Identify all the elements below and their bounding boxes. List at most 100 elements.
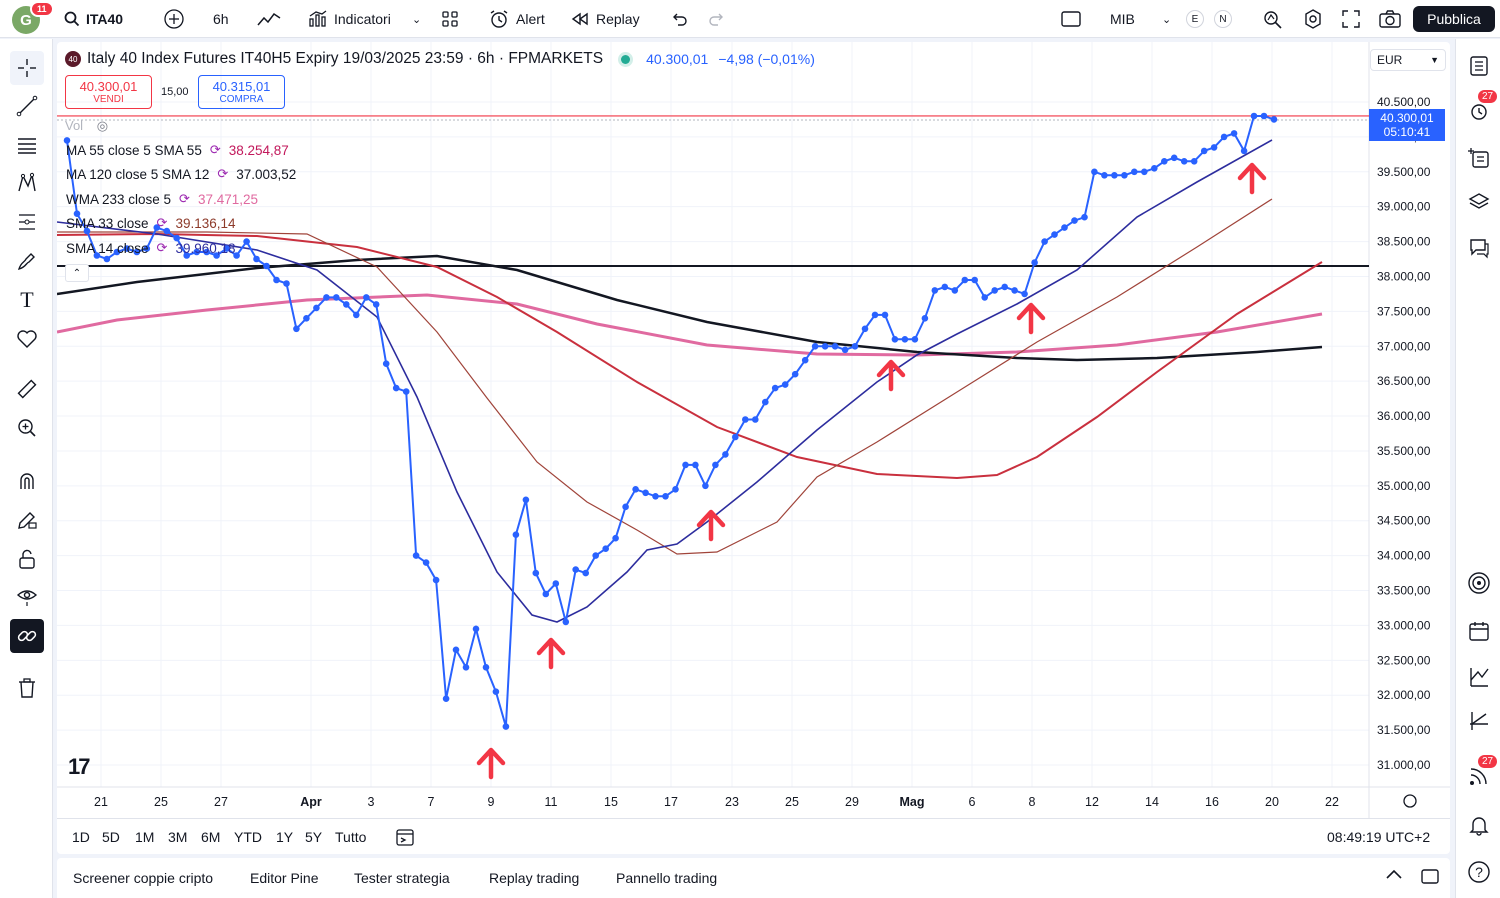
- range-3m[interactable]: 3M: [168, 829, 188, 845]
- brush-tool[interactable]: [10, 244, 44, 278]
- e-toggle[interactable]: E: [1186, 0, 1204, 38]
- watchlist-button[interactable]: [1462, 49, 1496, 83]
- n-toggle[interactable]: N: [1214, 0, 1232, 38]
- crosshair-tool[interactable]: [10, 51, 44, 85]
- price-point: [921, 315, 929, 322]
- timeframe-label: 6h: [213, 11, 229, 27]
- currency-select[interactable]: EUR ▼: [1370, 49, 1446, 71]
- trading-panel-button[interactable]: [1462, 704, 1496, 738]
- indicator-legend-sma14[interactable]: SMA 14 close ⟳ 39.960,18: [66, 240, 236, 256]
- indicators-dropdown[interactable]: ⌄: [412, 0, 421, 38]
- price-point: [143, 245, 151, 252]
- help-icon: ?: [1468, 861, 1490, 883]
- layout-name[interactable]: MIB: [1110, 0, 1135, 38]
- help-button[interactable]: ?: [1462, 855, 1496, 889]
- alerts-button[interactable]: 27: [1462, 90, 1498, 128]
- visibility-tool[interactable]: [10, 580, 44, 614]
- tab-crypto-screener[interactable]: Screener coppie cripto: [73, 870, 214, 886]
- icon-tool[interactable]: [10, 322, 44, 356]
- y-tick-label: 34.500,00: [1377, 514, 1431, 528]
- buy-button[interactable]: 40.315,01 COMPRA: [198, 75, 285, 109]
- collapse-legend-button[interactable]: ⌃: [65, 264, 89, 282]
- layout-dropdown[interactable]: ⌄: [1162, 0, 1171, 38]
- zoom-tool[interactable]: [10, 411, 44, 445]
- symbol-title[interactable]: Italy 40 Index Futures IT40H5 Expiry 19/…: [87, 50, 604, 67]
- range-5d[interactable]: 5D: [102, 829, 120, 845]
- news-button[interactable]: 27: [1462, 755, 1498, 793]
- replay-button[interactable]: Replay: [570, 0, 640, 38]
- price-point: [831, 343, 839, 350]
- layers-button[interactable]: [1462, 185, 1496, 219]
- y-tick-label: 40.500,00: [1377, 95, 1431, 109]
- templates-button[interactable]: [441, 0, 459, 38]
- indicator-legend-ma120[interactable]: MA 120 close 5 SMA 12 ⟳ 37.003,52: [66, 166, 296, 182]
- prediction-tool[interactable]: [10, 205, 44, 239]
- pattern-tool[interactable]: [10, 166, 44, 200]
- range-1m[interactable]: 1M: [135, 829, 155, 845]
- chevron-down-icon: ⌄: [412, 13, 422, 26]
- range-5y[interactable]: 5Y: [305, 829, 323, 845]
- chats-button[interactable]: [1462, 231, 1496, 265]
- quick-search-button[interactable]: [1262, 0, 1284, 38]
- notifications-button[interactable]: [1462, 808, 1496, 842]
- pine-button[interactable]: [1462, 660, 1496, 694]
- alert-button[interactable]: Alert: [488, 0, 545, 38]
- remove-drawings-tool[interactable]: [10, 671, 44, 705]
- settings-button[interactable]: [1302, 0, 1324, 38]
- maximize-panel-button[interactable]: [1420, 867, 1440, 888]
- stay-in-drawing-tool[interactable]: [10, 503, 44, 537]
- indicator-legend-sma33[interactable]: SMA 33 close ⟳ 39.136,14: [66, 215, 236, 231]
- range-1y[interactable]: 1Y: [276, 829, 294, 845]
- tab-pine-editor[interactable]: Editor Pine: [250, 870, 319, 886]
- timeframe-button[interactable]: 6h: [213, 0, 229, 38]
- trend-line-tool[interactable]: [10, 89, 44, 123]
- user-avatar[interactable]: G 11: [12, 1, 54, 34]
- eye-off-icon[interactable]: ◎: [96, 118, 109, 133]
- x-tick-label: 17: [664, 795, 678, 809]
- publish-button[interactable]: Pubblica: [1413, 6, 1495, 32]
- tab-trading-panel[interactable]: Pannello trading: [616, 870, 718, 886]
- tab-replay-trading[interactable]: Replay trading: [489, 870, 580, 886]
- range-all[interactable]: Tutto: [335, 829, 367, 845]
- layout-select-button[interactable]: [1060, 0, 1082, 38]
- ideas-button[interactable]: [1462, 566, 1496, 600]
- text-tool[interactable]: T: [10, 283, 44, 317]
- price-chart[interactable]: 40.500,0040.000,0039.500,0039.000,0038.5…: [57, 42, 1450, 818]
- indicator-legend-wma233[interactable]: WMA 233 close 5 ⟳ 37.471,25: [66, 191, 258, 207]
- clock-timezone[interactable]: 08:49:19 UTC+2: [1327, 829, 1431, 845]
- sell-button[interactable]: 40.300,01 VENDI: [65, 75, 152, 109]
- price-point: [532, 569, 540, 577]
- price-point: [981, 294, 988, 301]
- volume-legend[interactable]: Vol ◎: [65, 118, 108, 134]
- calendar-button[interactable]: [1462, 614, 1496, 648]
- snapshot-button[interactable]: [1378, 0, 1402, 38]
- indicators-button[interactable]: Indicatori: [308, 0, 391, 38]
- range-6m[interactable]: 6M: [201, 829, 221, 845]
- fullscreen-button[interactable]: [1341, 0, 1361, 38]
- expand-panel-button[interactable]: [1384, 867, 1404, 886]
- tradingview-logo[interactable]: 17: [68, 754, 91, 779]
- lock-tool[interactable]: [10, 542, 44, 576]
- range-ytd[interactable]: YTD: [234, 829, 262, 845]
- price-point: [1091, 168, 1098, 176]
- price-point: [452, 646, 460, 654]
- goto-date-button[interactable]: [395, 827, 415, 850]
- fib-tool[interactable]: [10, 128, 44, 162]
- heart-icon: [17, 330, 37, 348]
- range-1d[interactable]: 1D: [72, 829, 90, 845]
- undo-button[interactable]: [670, 0, 688, 38]
- chart-panel[interactable]: 40.500,0040.000,0039.500,0039.000,0038.5…: [57, 42, 1450, 854]
- symbol-search[interactable]: ITA40: [64, 0, 123, 38]
- indicator-legend-ma55[interactable]: MA 55 close 5 SMA 55 ⟳ 38.254,87: [66, 142, 289, 158]
- chart-type-button[interactable]: [256, 0, 282, 38]
- tab-strategy-tester[interactable]: Tester strategia: [354, 870, 450, 886]
- x-tick-label: 6: [969, 795, 976, 809]
- price-point: [382, 360, 390, 368]
- redo-button[interactable]: [708, 0, 726, 38]
- refresh-icon: ⟳: [156, 240, 168, 255]
- sync-drawings-tool[interactable]: [10, 619, 44, 653]
- measure-tool[interactable]: [10, 372, 44, 406]
- object-tree-button[interactable]: [1462, 141, 1496, 175]
- compare-button[interactable]: [163, 0, 185, 38]
- magnet-tool[interactable]: [10, 464, 44, 498]
